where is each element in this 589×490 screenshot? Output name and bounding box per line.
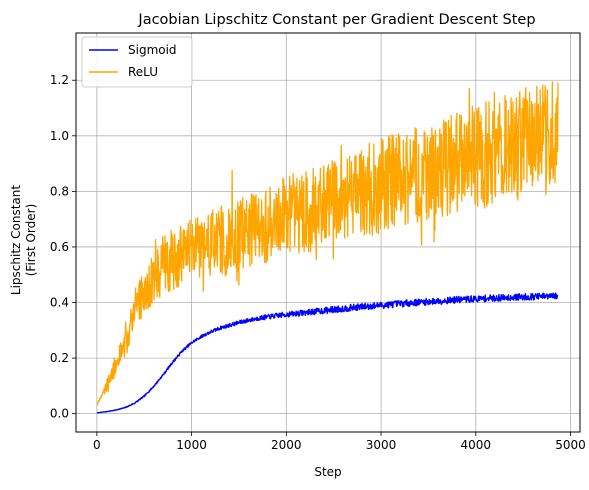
series-line-sigmoid <box>96 292 559 414</box>
y-tick-label: 0.4 <box>50 296 69 310</box>
legend-label-sigmoid: Sigmoid <box>128 43 177 57</box>
y-tick-label: 0.6 <box>50 240 69 254</box>
x-axis-title: Step <box>314 465 341 479</box>
plot-area <box>96 81 559 414</box>
y-tick-label: 1.2 <box>50 73 69 87</box>
chart-title: Jacobian Lipschitz Constant per Gradient… <box>137 12 535 28</box>
y-axis-title-line-1: Lipschitz Constant <box>9 185 23 295</box>
y-tick-label: 1.0 <box>50 129 69 143</box>
x-tick-label: 0 <box>93 438 101 452</box>
axis-ticks: 0 1000 2000 3000 4000 5000 0.0 0.2 0.4 0.6 0.8 1.0 1… <box>50 73 586 452</box>
x-tick-label: 5000 <box>555 438 586 452</box>
y-axis-title-line-2: (First Order) <box>24 204 38 277</box>
y-tick-label: 0.2 <box>50 351 69 365</box>
x-tick-label: 2000 <box>271 438 302 452</box>
x-tick-label: 4000 <box>461 438 492 452</box>
y-tick-label: 0.8 <box>50 184 69 198</box>
x-tick-label: 1000 <box>176 438 207 452</box>
y-tick-label: 0.0 <box>50 407 69 421</box>
x-tick-label: 3000 <box>366 438 397 452</box>
plot-frame <box>75 32 581 433</box>
legend-label-relu: ReLU <box>128 65 158 79</box>
legend: Sigmoid ReLU <box>81 36 193 88</box>
series-line-relu <box>96 81 559 406</box>
